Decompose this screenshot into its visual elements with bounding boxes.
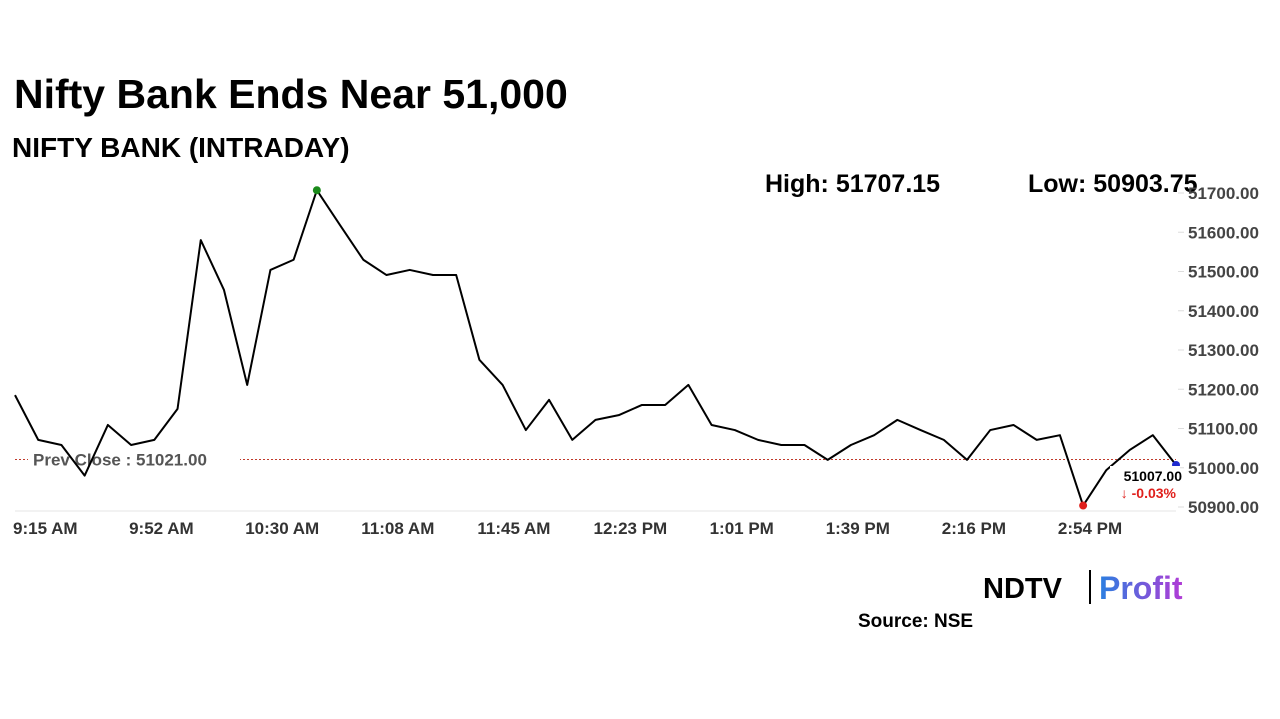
x-tick-label: 2:16 PM — [942, 519, 1006, 538]
price-line — [14, 189, 1177, 507]
chart-subtitle: NIFTY BANK (INTRADAY) — [12, 132, 350, 163]
high-label: High: 51707.15 — [765, 170, 940, 198]
x-tick-label: 9:52 AM — [129, 519, 194, 538]
x-tick-label: 2:54 PM — [1058, 519, 1122, 538]
y-tick-label: 51600.00 — [1188, 223, 1259, 242]
x-tick-label: 10:30 AM — [245, 519, 319, 538]
y-tick-label: 51300.00 — [1188, 341, 1259, 360]
y-tick-label: 51200.00 — [1188, 380, 1259, 399]
source: Source: NSE — [858, 611, 973, 632]
x-tick-label: 1:01 PM — [710, 519, 774, 538]
x-tick-label: 1:39 PM — [826, 519, 890, 538]
y-tick-label: 51500.00 — [1188, 263, 1259, 282]
low-marker — [1079, 501, 1088, 510]
prev-close-label-bg — [28, 447, 240, 472]
y-tick-label: 51100.00 — [1188, 420, 1258, 439]
x-tick-label: 11:45 AM — [477, 519, 550, 538]
logo-brand: NDTV — [983, 573, 1063, 605]
change-label: ↓ -0.03% — [1121, 485, 1177, 501]
y-tick-label: 50900.00 — [1188, 498, 1259, 517]
high-marker — [312, 186, 321, 195]
last-label-bg — [1110, 466, 1180, 505]
y-tick-label: 51400.00 — [1188, 302, 1259, 321]
y-tick-label: 51000.00 — [1188, 459, 1259, 478]
logo-product: Profit — [1099, 570, 1183, 606]
x-tick-label: 9:15 AM — [13, 519, 78, 538]
last-label: 51007.00 — [1124, 468, 1183, 484]
x-tick-label: 11:08 AM — [361, 519, 434, 538]
y-tick-label: 51700.00 — [1188, 184, 1259, 203]
chart-title: Nifty Bank Ends Near 51,000 — [14, 71, 568, 117]
x-tick-label: 12:23 PM — [594, 519, 668, 538]
low-label: Low: 50903.75 — [1028, 170, 1198, 198]
prev-close-label: Prev Close : 51021.00 — [33, 451, 207, 470]
